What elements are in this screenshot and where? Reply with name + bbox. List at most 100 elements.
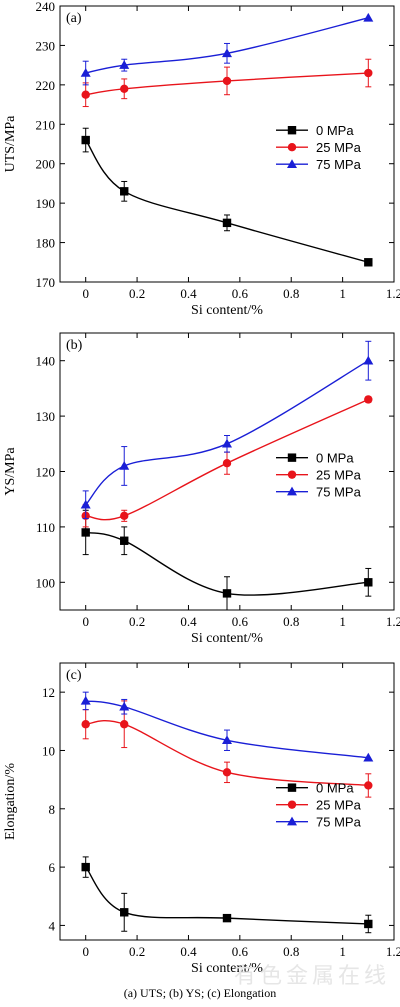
x-tick-label: 1.2 (386, 614, 400, 629)
y-tick-label: 200 (36, 157, 56, 172)
data-point (222, 438, 232, 448)
data-point (222, 735, 232, 745)
legend-label: 75 MPa (316, 815, 362, 830)
legend-label: 0 MPa (316, 781, 354, 796)
data-point (119, 60, 130, 69)
series-0-mpa (81, 509, 373, 611)
y-tick-label: 130 (36, 409, 56, 424)
x-tick-label: 0.8 (283, 614, 299, 629)
y-tick-label: 220 (36, 78, 56, 93)
legend-marker (287, 783, 297, 792)
legend-marker (287, 143, 297, 152)
data-point (364, 919, 373, 929)
x-tick-label: 0.2 (129, 286, 145, 301)
data-point (81, 528, 90, 537)
series-line (85, 139, 369, 263)
y-axis-label: Elongation/% (3, 763, 18, 840)
series-0-mpa (81, 127, 373, 267)
data-point (222, 76, 232, 86)
y-axis-label: YS/MPa (3, 447, 18, 496)
watermark-text: 有色金属在线 (233, 964, 390, 989)
x-tick-label: 1 (339, 286, 346, 301)
data-point (81, 720, 90, 729)
x-tick-label: 0 (82, 286, 89, 301)
x-axis-label: Si content/% (191, 631, 263, 646)
y-tick-label: 170 (36, 275, 56, 290)
legend-label: 0 MPa (316, 123, 354, 138)
x-tick-label: 0.4 (180, 286, 197, 301)
series-line (85, 398, 369, 521)
data-point (363, 752, 374, 762)
data-point (120, 536, 129, 545)
x-tick-label: 0.2 (129, 944, 145, 959)
series-line (85, 866, 369, 925)
x-axis-label: Si content/% (191, 303, 263, 318)
data-point (119, 701, 130, 711)
series-25-mpa (81, 395, 373, 528)
data-point (364, 578, 373, 587)
series-75-mpa (80, 12, 374, 86)
chart-panel-2: 0 0.2 0.4 0.6 0.8 1 1.2 100 110 120 130 140 Si conte… (3, 332, 400, 646)
panel-label: (a) (66, 11, 82, 26)
y-tick-label: 110 (36, 520, 55, 535)
chart-panel-1: 0 0.2 0.4 0.6 0.8 1 1.2 170 180 190 200 210 220 230 24… (3, 0, 400, 318)
x-tick-label: 0 (82, 944, 89, 959)
legend-marker (287, 486, 297, 496)
x-tick-label: 1.2 (386, 286, 400, 301)
data-point (120, 84, 129, 94)
plot-frame (59, 662, 395, 941)
series-75-mpa (80, 340, 374, 520)
legend: 0 MPa 25 MPa 75 MPa (276, 451, 362, 500)
legend-label: 25 MPa (316, 140, 362, 155)
legend-label: 25 MPa (316, 468, 362, 483)
x-tick-label: 0.6 (232, 944, 249, 959)
x-tick-label: 1.2 (386, 944, 400, 959)
data-point (120, 187, 129, 196)
series-25-mpa (81, 58, 373, 108)
y-tick-label: 12 (42, 685, 55, 700)
legend-marker (287, 159, 297, 168)
x-axis-label: Si content/% (191, 961, 263, 976)
x-tick-label: 0.2 (129, 614, 145, 629)
y-tick-label: 140 (36, 354, 56, 369)
x-tick-label: 0 (82, 614, 89, 629)
data-point (222, 913, 232, 923)
series-line (85, 531, 369, 596)
data-point (364, 395, 373, 404)
x-tick-label: 0.8 (283, 286, 299, 301)
y-tick-label: 180 (36, 236, 56, 251)
x-tick-label: 1 (339, 944, 346, 959)
legend-marker (287, 800, 297, 809)
data-point (222, 589, 232, 598)
chart-panel-3: 0 0.2 0.4 0.6 0.8 1 1.2 4 6 8 10 12 Si content/% Elon… (3, 662, 400, 976)
data-point (364, 781, 373, 790)
data-point (222, 218, 232, 228)
data-point (80, 68, 91, 77)
x-tick-label: 0.6 (232, 614, 249, 629)
y-tick-label: 230 (36, 38, 56, 53)
series-75-mpa (80, 691, 374, 762)
series-0-mpa (81, 856, 373, 934)
series-line (85, 700, 369, 759)
panel-label: (b) (66, 338, 83, 353)
plot-frame (59, 5, 395, 283)
data-point (120, 511, 129, 521)
x-tick-label: 0.4 (180, 944, 197, 959)
data-point (120, 720, 129, 729)
figure-caption: (a) UTS; (b) YS; (c) Elongation (123, 986, 277, 1000)
series-line (85, 17, 369, 74)
data-point (80, 499, 91, 509)
panel-label: (c) (66, 668, 82, 683)
legend: 0 MPa 25 MPa 75 MPa (276, 123, 362, 172)
series-line (85, 72, 369, 96)
legend-label: 75 MPa (316, 157, 362, 172)
legend-marker (287, 453, 297, 462)
data-point (222, 458, 232, 468)
x-tick-label: 0.4 (180, 614, 197, 629)
series-line (85, 720, 369, 787)
data-point (364, 68, 373, 78)
y-tick-label: 6 (49, 860, 56, 875)
data-point (119, 460, 130, 470)
data-point (80, 695, 91, 705)
